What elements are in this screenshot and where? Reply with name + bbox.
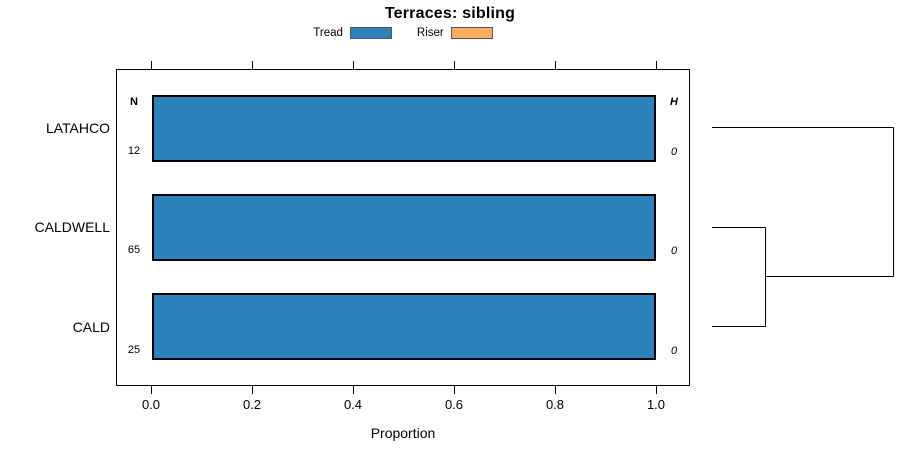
h-column-header: H	[670, 96, 678, 108]
h-value: 0	[670, 245, 678, 257]
chart-title: Terraces: sibling	[384, 5, 516, 22]
x-axis-label: Proportion	[370, 425, 436, 441]
x-tick-bottom	[353, 386, 354, 394]
legend-label-riser: Riser	[416, 27, 444, 39]
tread-bar	[152, 293, 656, 360]
x-tick-label: 0.4	[343, 397, 363, 412]
x-tick-bottom	[656, 386, 657, 394]
x-tick-label: 1.0	[646, 397, 666, 412]
category-label: CALDWELL	[34, 219, 110, 235]
category-label: LATAHCO	[45, 120, 110, 136]
x-tick-top	[151, 61, 152, 69]
legend-item-tread: Tread	[313, 27, 392, 39]
h-value: 0	[670, 345, 678, 357]
n-column-header: N	[130, 96, 138, 108]
x-tick-label: 0.8	[545, 397, 565, 412]
x-tick-label: 0.6	[444, 397, 464, 412]
legend-item-riser: Riser	[417, 27, 493, 39]
legend-swatch-riser	[450, 27, 493, 39]
x-tick-bottom	[252, 386, 253, 394]
x-tick-bottom	[454, 386, 455, 394]
x-tick-top	[555, 61, 556, 69]
h-value: 0	[670, 146, 678, 158]
x-tick-top	[656, 61, 657, 69]
n-value: 25	[127, 344, 141, 356]
x-tick-top	[454, 61, 455, 69]
x-tick-label: 0.2	[242, 397, 262, 412]
legend-swatch-tread	[349, 27, 392, 39]
tread-bar	[152, 194, 656, 261]
x-tick-bottom	[555, 386, 556, 394]
n-value: 12	[127, 145, 141, 157]
n-value: 65	[127, 244, 141, 256]
x-tick-top	[252, 61, 253, 69]
legend-label-tread: Tread	[313, 27, 343, 39]
legend: Tread Riser	[116, 24, 690, 42]
x-tick-label: 0.0	[141, 397, 161, 412]
tread-bar	[152, 95, 656, 162]
category-label: CALD	[72, 319, 110, 335]
x-tick-bottom	[151, 386, 152, 394]
x-tick-top	[353, 61, 354, 69]
